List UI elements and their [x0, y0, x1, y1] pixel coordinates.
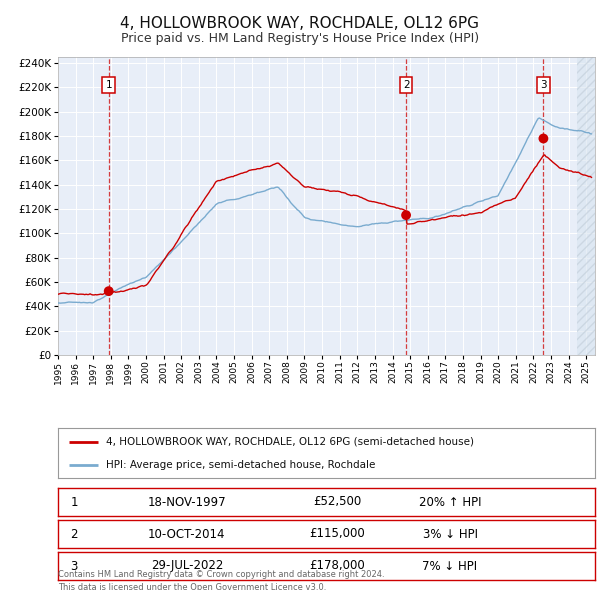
- Text: 4, HOLLOWBROOK WAY, ROCHDALE, OL12 6PG (semi-detached house): 4, HOLLOWBROOK WAY, ROCHDALE, OL12 6PG (…: [106, 437, 475, 447]
- Text: Price paid vs. HM Land Registry's House Price Index (HPI): Price paid vs. HM Land Registry's House …: [121, 32, 479, 45]
- Point: [104, 286, 113, 296]
- Text: HPI: Average price, semi-detached house, Rochdale: HPI: Average price, semi-detached house,…: [106, 460, 376, 470]
- Text: 3% ↓ HPI: 3% ↓ HPI: [422, 527, 478, 540]
- Text: 2: 2: [403, 80, 409, 90]
- Text: 3: 3: [540, 80, 547, 90]
- Text: 3: 3: [70, 559, 78, 572]
- Text: 10-OCT-2014: 10-OCT-2014: [148, 527, 226, 540]
- Point: [539, 134, 548, 143]
- Text: 29-JUL-2022: 29-JUL-2022: [151, 559, 223, 572]
- Text: 20% ↑ HPI: 20% ↑ HPI: [419, 496, 481, 509]
- Text: 1: 1: [70, 496, 78, 509]
- Text: £178,000: £178,000: [310, 559, 365, 572]
- Text: £115,000: £115,000: [310, 527, 365, 540]
- Point: [401, 211, 411, 220]
- Text: £52,500: £52,500: [313, 496, 361, 509]
- Text: 2: 2: [70, 527, 78, 540]
- Text: Contains HM Land Registry data © Crown copyright and database right 2024.
This d: Contains HM Land Registry data © Crown c…: [58, 570, 385, 590]
- Bar: [577, 57, 600, 355]
- Text: 7% ↓ HPI: 7% ↓ HPI: [422, 559, 478, 572]
- Text: 4, HOLLOWBROOK WAY, ROCHDALE, OL12 6PG: 4, HOLLOWBROOK WAY, ROCHDALE, OL12 6PG: [121, 16, 479, 31]
- Text: 1: 1: [106, 80, 112, 90]
- Text: 18-NOV-1997: 18-NOV-1997: [148, 496, 226, 509]
